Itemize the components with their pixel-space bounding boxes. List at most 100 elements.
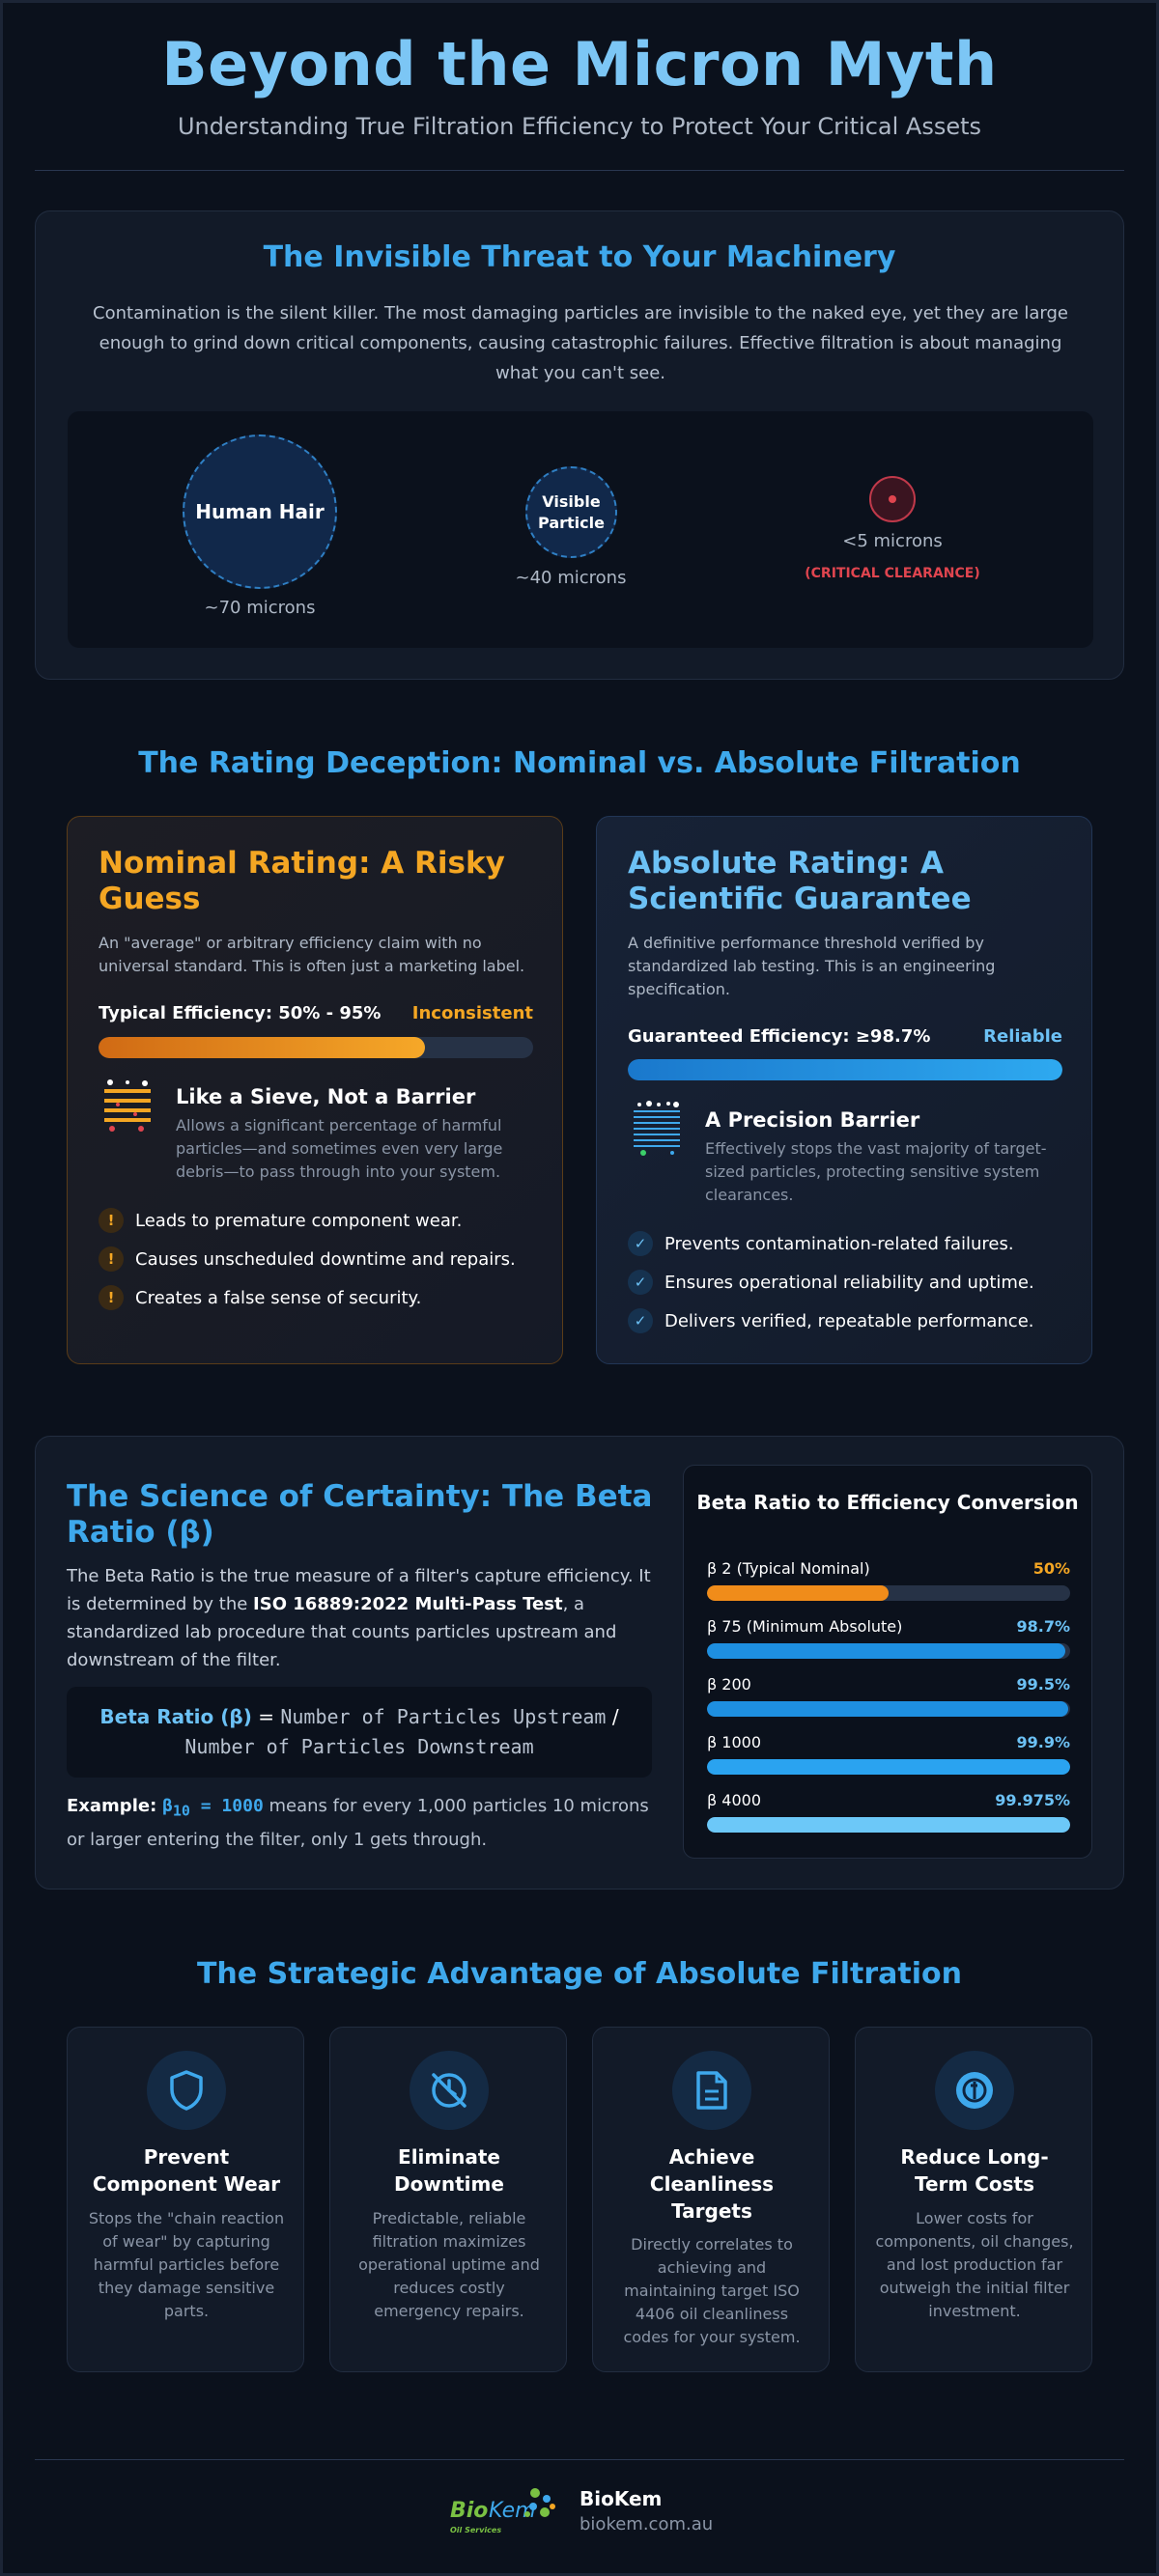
conversion-bar-fill bbox=[707, 1643, 1066, 1659]
advantage-title-costs: Reduce Long- Term Costs bbox=[900, 2145, 1049, 2196]
molecule-icon bbox=[524, 2488, 555, 2517]
warning-icon: ! bbox=[99, 1285, 124, 1310]
particle-scale: Human Hair ~70 microns Visible Particle … bbox=[68, 411, 1093, 648]
absolute-feature-title: A Precision Barrier bbox=[705, 1108, 920, 1132]
nominal-description: An "average" or arbitrary efficiency cla… bbox=[99, 934, 525, 975]
nominal-efficiency-label: Typical Efficiency: 50% - 95% bbox=[99, 1003, 382, 1023]
iso-standard: ISO 16889:2022 Multi-Pass Test bbox=[253, 1594, 563, 1614]
warning-icon: ! bbox=[99, 1208, 124, 1233]
nominal-title: Nominal Rating: A Risky Guess bbox=[99, 846, 505, 916]
nominal-feature-desc: Allows a significant percentage of harmf… bbox=[176, 1116, 503, 1181]
advantage-title-downtime: Eliminate Downtime bbox=[394, 2145, 504, 2196]
document-icon bbox=[672, 2051, 751, 2130]
logo-kem: Kem bbox=[489, 2499, 536, 2523]
visible-particle-circle: Visible Particle bbox=[525, 466, 617, 558]
conversion-row-value: 98.7% bbox=[1016, 1617, 1070, 1636]
beta-description: The Beta Ratio is the true measure of a … bbox=[67, 1562, 665, 1674]
absolute-title: Absolute Rating: A Scientific Guarantee bbox=[628, 846, 972, 916]
critical-particle-dot bbox=[889, 495, 896, 503]
nominal-rating-card: Nominal Rating: A Risky Guess An "averag… bbox=[67, 816, 563, 1364]
nominal-efficiency-fill bbox=[99, 1037, 425, 1058]
conversion-row-label: β 4000 bbox=[707, 1791, 762, 1809]
formula-denominator: Number of Particles Downstream bbox=[184, 1735, 534, 1758]
nominal-efficiency-track bbox=[99, 1037, 533, 1058]
visible-particle-size: ~40 microns bbox=[515, 568, 627, 588]
nominal-efficiency-row: Typical Efficiency: 50% - 95% Inconsiste… bbox=[99, 1003, 533, 1023]
advantage-title-cleanliness: Achieve Cleanliness Targets bbox=[649, 2145, 775, 2223]
conversion-bar-track bbox=[707, 1759, 1070, 1775]
visible-particle-label-line2: Particle bbox=[538, 513, 605, 532]
footer-divider bbox=[35, 2459, 1124, 2460]
advantage-card-cleanliness: Achieve Cleanliness Targets Directly corre… bbox=[592, 2027, 830, 2372]
conversion-bar-track bbox=[707, 1817, 1070, 1833]
conversion-bar-fill bbox=[707, 1759, 1070, 1775]
threat-title: The Invisible Threat to Your Machinery bbox=[263, 240, 896, 274]
conversion-title: Beta Ratio to Efficiency Conversion bbox=[696, 1491, 1079, 1514]
human-hair-label: Human Hair bbox=[195, 500, 325, 523]
check-icon: ✓ bbox=[628, 1231, 653, 1256]
precision-barrier-icon bbox=[634, 1101, 680, 1156]
biokem-logo: Bio Kem Oil Services bbox=[450, 2485, 556, 2543]
beta-desc-before: The Beta Ratio is the true measure of a … bbox=[67, 1566, 651, 1614]
beta-title: The Science of Certainty: The Beta Ratio… bbox=[67, 1479, 653, 1550]
nominal-bullet-2-text: Causes unscheduled downtime and repairs. bbox=[135, 1248, 516, 1270]
absolute-bullet-3-text: Delivers verified, repeatable performanc… bbox=[664, 1310, 1034, 1331]
no-clock-icon bbox=[410, 2051, 489, 2130]
formula-divider: / bbox=[606, 1705, 619, 1728]
nominal-status: Inconsistent bbox=[411, 1003, 533, 1023]
conversion-row: β 2 (Typical Nominal) 50% bbox=[707, 1559, 1070, 1578]
conversion-row-value: 99.9% bbox=[1016, 1733, 1070, 1751]
threat-card: The Invisible Threat to Your Machinery C… bbox=[35, 210, 1124, 680]
check-icon: ✓ bbox=[628, 1270, 653, 1295]
nominal-bullet-1: ! Leads to premature component wear. bbox=[99, 1208, 462, 1233]
footer-url[interactable]: biokem.com.au bbox=[580, 2514, 714, 2534]
example-label: Example: bbox=[67, 1796, 157, 1816]
example-value: = 1000 bbox=[189, 1796, 264, 1816]
nominal-bullet-3: ! Creates a false sense of security. bbox=[99, 1285, 421, 1310]
beta-example: Example: β10 = 1000 means for every 1,00… bbox=[67, 1792, 665, 1854]
conversion-row-value: 99.975% bbox=[995, 1791, 1070, 1809]
absolute-bullet-2-text: Ensures operational reliability and upti… bbox=[664, 1272, 1034, 1293]
conversion-row-label: β 2 (Typical Nominal) bbox=[707, 1559, 870, 1578]
nominal-feature-title: Like a Sieve, Not a Barrier bbox=[176, 1085, 476, 1108]
human-hair-circle: Human Hair bbox=[183, 434, 337, 589]
absolute-efficiency-label: Guaranteed Efficiency: ≥98.7% bbox=[628, 1026, 931, 1047]
conversion-row-label: β 75 (Minimum Absolute) bbox=[707, 1617, 903, 1636]
logo-bio: Bio bbox=[450, 2499, 489, 2523]
conversion-row-value: 50% bbox=[1032, 1559, 1070, 1578]
warning-icon: ! bbox=[99, 1246, 124, 1272]
formula-equals: = bbox=[251, 1705, 281, 1728]
advantage-card-costs: Reduce Long- Term Costs Lower costs for c… bbox=[855, 2027, 1092, 2372]
nominal-bullet-3-text: Creates a false sense of security. bbox=[135, 1287, 422, 1308]
absolute-efficiency-row: Guaranteed Efficiency: ≥98.7% Reliable bbox=[628, 1026, 1062, 1047]
conversion-table: Beta Ratio to Efficiency Conversion β 2 … bbox=[683, 1465, 1092, 1859]
advantage-title-wear: Prevent Component Wear bbox=[92, 2145, 281, 2196]
advantage-desc-cleanliness: Directly correlates to achieving and mai… bbox=[623, 2235, 801, 2346]
critical-clearance-size: <5 microns bbox=[842, 531, 943, 551]
conversion-bar-track bbox=[707, 1643, 1070, 1659]
page-title: Beyond the Micron Myth bbox=[161, 29, 998, 99]
conversion-row: β 75 (Minimum Absolute) 98.7% bbox=[707, 1617, 1070, 1636]
beta-card: The Science of Certainty: The Beta Ratio… bbox=[35, 1436, 1124, 1890]
conversion-row-label: β 1000 bbox=[707, 1733, 762, 1751]
absolute-efficiency-track bbox=[628, 1059, 1062, 1080]
absolute-description: A definitive performance threshold verif… bbox=[628, 934, 996, 998]
absolute-bullet-3: ✓ Delivers verified, repeatable performa… bbox=[628, 1308, 1034, 1333]
absolute-feature-desc: Effectively stops the vast majority of t… bbox=[705, 1139, 1047, 1204]
check-icon: ✓ bbox=[628, 1308, 653, 1333]
advantage-card-downtime: Eliminate Downtime Predictable, reliable … bbox=[329, 2027, 567, 2372]
example-text: means for every 1,000 particles 10 micro… bbox=[67, 1796, 649, 1850]
advantage-desc-wear: Stops the "chain reaction of wear" by ca… bbox=[88, 2209, 285, 2320]
advantage-card-wear: Prevent Component Wear Stops the "chain r… bbox=[67, 2027, 304, 2372]
advantage-desc-downtime: Predictable, reliable filtration maximiz… bbox=[358, 2209, 540, 2320]
absolute-bullet-1: ✓ Prevents contamination-related failure… bbox=[628, 1231, 1014, 1256]
absolute-rating-card: Absolute Rating: A Scientific Guarantee … bbox=[596, 816, 1092, 1364]
footer-company: BioKem bbox=[580, 2487, 663, 2510]
header: Beyond the Micron Myth Understanding Tru… bbox=[0, 0, 1159, 140]
conversion-row: β 1000 99.9% bbox=[707, 1733, 1070, 1751]
advantage-section-title: The Strategic Advantage of Absolute Filt… bbox=[196, 1957, 963, 1991]
conversion-bar-fill bbox=[707, 1585, 889, 1601]
nominal-bullet-1-text: Leads to premature component wear. bbox=[135, 1210, 463, 1231]
logo-tagline: Oil Services bbox=[450, 2526, 502, 2534]
human-hair-size: ~70 microns bbox=[204, 598, 316, 618]
